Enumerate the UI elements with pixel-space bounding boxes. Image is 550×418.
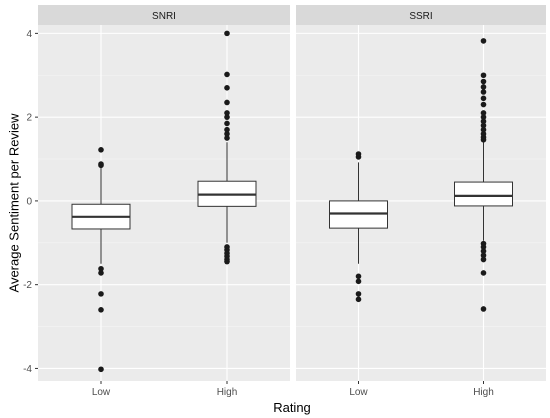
outlier-point — [98, 307, 104, 313]
x-axis-title: Rating — [273, 400, 311, 415]
marks-layer — [71, 30, 513, 373]
outlier-point — [355, 273, 362, 280]
outlier-point — [98, 147, 104, 153]
outlier-point — [224, 30, 230, 37]
outlier-point — [480, 252, 487, 259]
outlier-point — [480, 136, 487, 143]
outlier-point — [480, 256, 487, 263]
outlier-point — [480, 122, 487, 129]
y-axis-title: Average Sentiment per Review — [7, 113, 22, 293]
outlier-point — [98, 291, 104, 297]
axes-layer: Low High Low High -4 -2 0 2 4 — [23, 29, 494, 398]
outlier-point — [480, 72, 487, 79]
outlier-point — [480, 84, 487, 90]
outlier-point — [480, 110, 487, 116]
y-tick-label: 4 — [26, 29, 32, 40]
x-tick-label: High — [473, 387, 494, 398]
outlier-point — [224, 135, 230, 141]
outlier-point — [480, 270, 487, 276]
outlier-point — [98, 265, 104, 272]
x-tick-label: Low — [92, 387, 111, 398]
outlier-point — [224, 258, 230, 265]
outlier-point — [355, 154, 362, 160]
outlier-point — [480, 101, 487, 108]
outlier-point — [480, 78, 487, 85]
outlier-point — [355, 291, 362, 297]
outlier-point — [224, 85, 230, 91]
y-tick-label: -4 — [23, 364, 32, 375]
facet-strip-ssri — [296, 5, 546, 25]
y-tick-label: -2 — [23, 280, 32, 291]
facet-label-ssri: SSRI — [409, 11, 432, 22]
y-tick-label: 2 — [26, 113, 32, 124]
y-tick-label: 0 — [26, 196, 32, 207]
outlier-point — [480, 306, 487, 312]
outlier-point — [480, 114, 487, 120]
outlier-point — [355, 296, 362, 303]
outlier-point — [480, 248, 487, 254]
facet-strip-snri — [38, 5, 290, 25]
outlier-point — [224, 114, 230, 120]
outlier-point — [98, 366, 104, 373]
outlier-point — [480, 126, 487, 133]
outlier-point — [224, 120, 230, 127]
outlier-point — [98, 270, 104, 276]
outlier-point — [224, 126, 230, 133]
x-tick-label: High — [217, 387, 238, 398]
outlier-point — [98, 162, 104, 169]
outlier-point — [480, 95, 487, 102]
outlier-point — [355, 278, 362, 285]
outlier-point — [224, 131, 230, 137]
outlier-point — [224, 99, 230, 106]
outlier-point — [480, 118, 487, 125]
outlier-point — [480, 89, 487, 95]
outlier-point — [480, 38, 487, 44]
box-ssri-high — [454, 181, 513, 207]
outlier-point — [224, 110, 230, 116]
facet-label-snri: SNRI — [152, 11, 176, 22]
outlier-point — [480, 244, 487, 250]
x-tick-label: Low — [349, 387, 368, 398]
outlier-point — [224, 71, 230, 78]
